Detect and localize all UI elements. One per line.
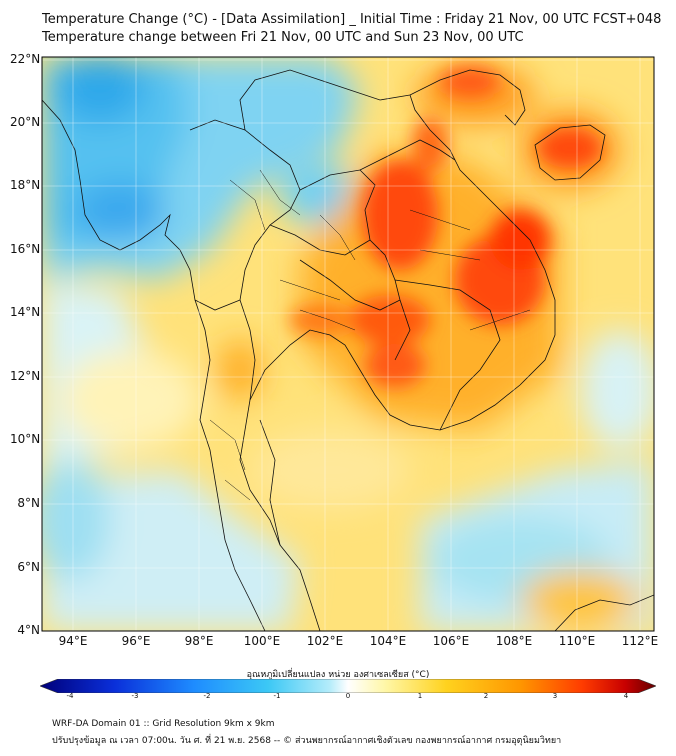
colorbar-tick: 4: [623, 692, 629, 700]
colorbar-tick: 2: [483, 692, 489, 700]
lat-label: 20°N: [10, 115, 41, 129]
colorbar: [40, 679, 656, 693]
lon-label: 100°E: [243, 634, 281, 648]
lat-label: 6°N: [17, 560, 40, 574]
temperature-change-map: [41, 56, 655, 632]
lat-label: 14°N: [10, 305, 41, 319]
lat-label: 4°N: [17, 623, 40, 637]
lon-label: 96°E: [121, 634, 151, 648]
map-frame: [41, 56, 655, 632]
colorbar-tick: 1: [417, 692, 423, 700]
temperature-field: [42, 57, 654, 631]
graticule: [42, 57, 654, 631]
lon-label: 98°E: [184, 634, 214, 648]
lat-label: 10°N: [10, 432, 41, 446]
lon-label: 110°E: [558, 634, 596, 648]
colorbar-tick: -2: [203, 692, 211, 700]
map-title: Temperature Change (°C) - [Data Assimila…: [42, 12, 662, 27]
lon-label: 108°E: [495, 634, 533, 648]
coastline-and-borders: [42, 69, 654, 631]
lon-label: 106°E: [432, 634, 470, 648]
lat-label: 22°N: [10, 52, 41, 66]
lon-label: 94°E: [58, 634, 88, 648]
footer-credit: ปรับปรุงข้อมูล ณ เวลา 07:00น. วัน ศ. ที่…: [52, 736, 562, 746]
lat-label: 12°N: [10, 369, 41, 383]
colorbar-tick: 0: [345, 692, 351, 700]
lat-label: 16°N: [10, 242, 41, 256]
colorbar-tick: 3: [552, 692, 558, 700]
lon-label: 104°E: [369, 634, 407, 648]
lon-label: 102°E: [306, 634, 344, 648]
colorbar-tick: -4: [66, 692, 74, 700]
colorbar-tick: -3: [131, 692, 139, 700]
colorbar-title: อุณหภูมิเปลี่ยนแปลง หน่วย องศาเซลเซียส (…: [246, 670, 430, 680]
lat-label: 18°N: [10, 178, 41, 192]
map-subtitle: Temperature change between Fri 21 Nov, 0…: [42, 30, 524, 45]
lat-label: 8°N: [17, 496, 40, 510]
footer-model-info: WRF-DA Domain 01 :: Grid Resolution 9km …: [52, 719, 275, 729]
lon-label: 112°E: [621, 634, 659, 648]
colorbar-tick: -1: [273, 692, 281, 700]
